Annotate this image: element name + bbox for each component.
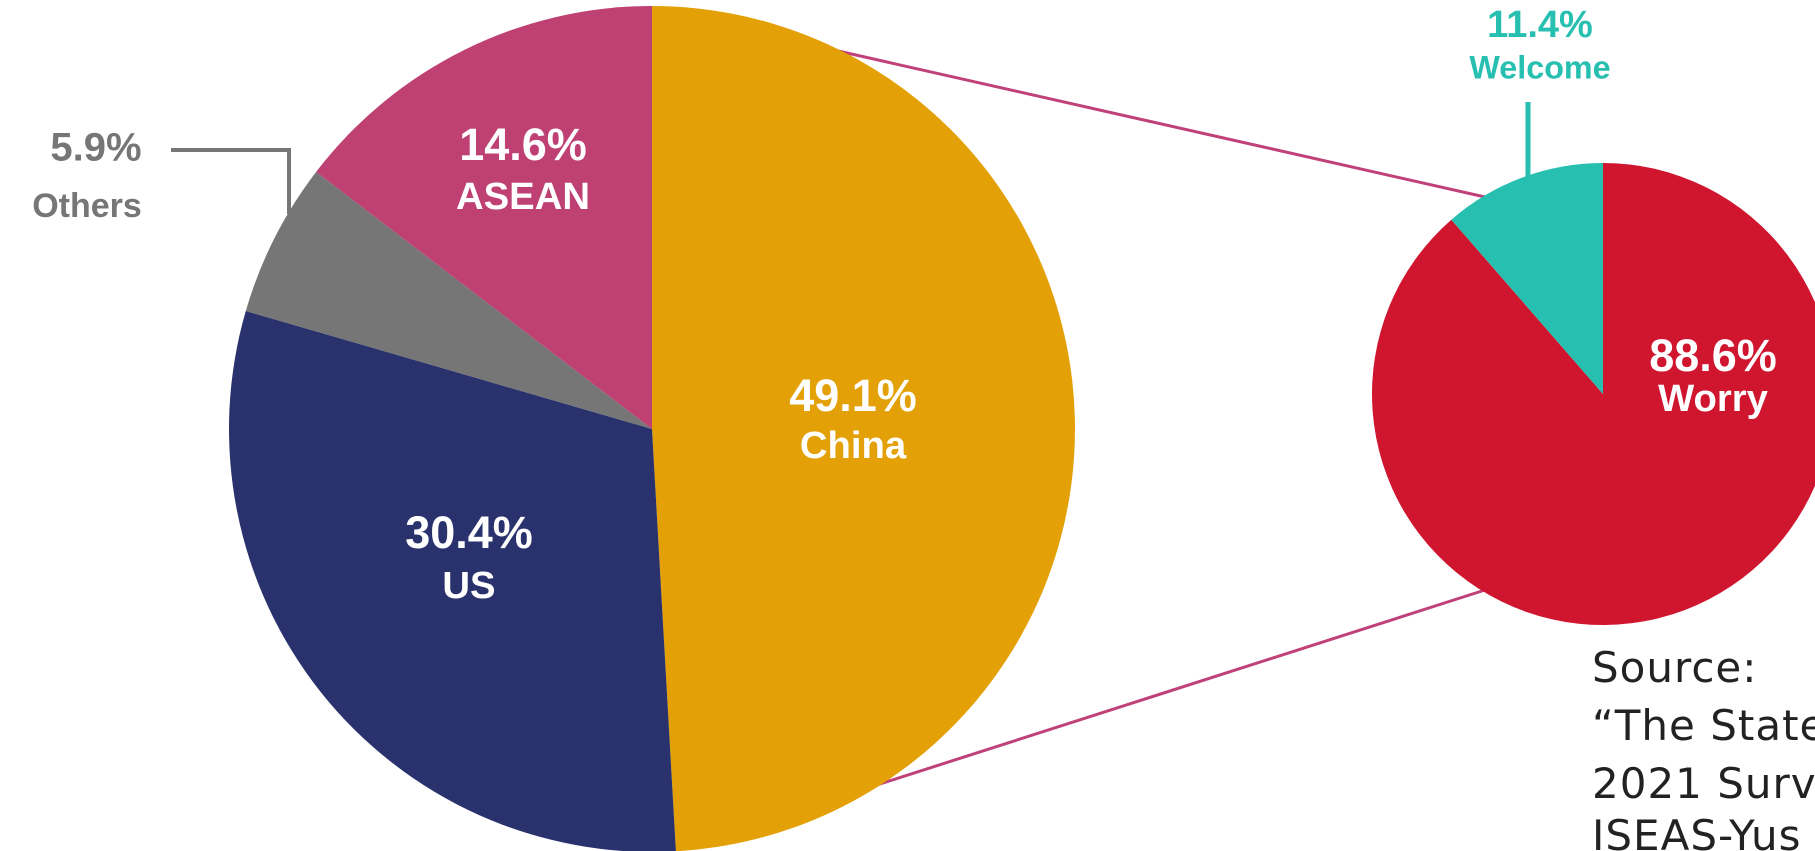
value-label: 49.1% xyxy=(789,370,917,421)
category-label: China xyxy=(800,424,907,467)
pie-slice xyxy=(652,6,1075,851)
value-label: 14.6% xyxy=(459,119,587,170)
pie-slice xyxy=(1451,163,1603,394)
source-text: ISEAS-Yus xyxy=(1592,811,1801,851)
value-label: 30.4% xyxy=(405,507,533,558)
value-label: 88.6% xyxy=(1649,330,1777,381)
value-label: 11.4% xyxy=(1487,4,1593,46)
source-text: Source: xyxy=(1592,643,1757,692)
category-label: Welcome xyxy=(1469,50,1610,86)
source-text: “The State xyxy=(1592,701,1815,750)
source-text: 2021 Surv xyxy=(1592,759,1815,808)
connector-line xyxy=(815,44,1486,199)
pie-slice xyxy=(316,6,652,429)
category-label: US xyxy=(442,564,495,607)
pie-slice xyxy=(229,310,676,851)
pies xyxy=(229,6,1815,851)
leader-line xyxy=(171,148,291,214)
pie-slice xyxy=(245,171,652,429)
connector-line xyxy=(832,588,1486,801)
category-label: Worry xyxy=(1658,377,1769,420)
category-label: ASEAN xyxy=(456,175,590,218)
pie-slice xyxy=(1372,163,1815,625)
category-label: Others xyxy=(32,187,142,225)
value-label: 5.9% xyxy=(50,126,141,170)
